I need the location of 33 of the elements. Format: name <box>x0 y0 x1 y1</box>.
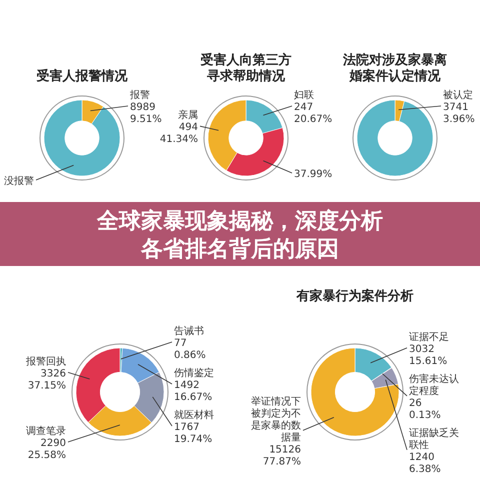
data-label: 16.67% <box>174 392 212 404</box>
data-label: 77.87% <box>262 456 301 468</box>
data-label: 0.13% <box>409 410 441 421</box>
chart-title: 法院对涉及家暴离婚案件认定情况 <box>342 52 447 84</box>
slice-label: 报警回执 3326 <box>25 355 66 380</box>
chart-title: 受害人向第三方寻求帮助情况 <box>200 52 292 84</box>
slice-label: 举证情况下被判定为不是家暴的数据量 15126 <box>251 395 301 456</box>
slice-label: 就医材料 1767 <box>174 409 214 434</box>
text: 全球家暴现象揭秘，深度分析各省排名背后的原因 <box>96 208 383 262</box>
data-label: 37.99% <box>294 169 332 180</box>
slice-label: 告诫书 77 <box>174 325 204 350</box>
slice-label: 证据不足 3032 <box>409 330 449 355</box>
slice-label: 亲属 494 <box>178 109 198 134</box>
slice-label: 报警 8989 <box>129 89 156 113</box>
chart-title: 有家暴行为案件分析 <box>296 288 414 304</box>
data-label: 20.67% <box>294 114 332 125</box>
data-label: 15.61% <box>409 356 448 367</box>
data-label: 25.58% <box>28 450 66 461</box>
slice-label: 证据缺乏关联性 1240 <box>409 426 459 463</box>
chart-title: 受害人报警情况 <box>36 68 128 84</box>
data-label: 0.86% <box>174 350 206 362</box>
data-label: 37.15% <box>28 380 66 392</box>
data-label: 3.96% <box>443 114 475 125</box>
data-label: 41.34% <box>160 134 198 146</box>
slice-label: 没报警 <box>4 175 34 188</box>
slice-label: 伤害未达认定程度 26 <box>409 372 459 409</box>
slice-label: 调查笔录 2290 <box>26 425 66 449</box>
data-label: 19.74% <box>174 434 212 446</box>
slice-label: 伤情鉴定 1492 <box>174 367 214 392</box>
slice-label: 妇联 247 <box>294 89 314 113</box>
data-label: 6.38% <box>409 464 441 475</box>
slice-label: 被认定 3741 <box>443 89 473 113</box>
data-label: 9.51% <box>130 114 162 125</box>
